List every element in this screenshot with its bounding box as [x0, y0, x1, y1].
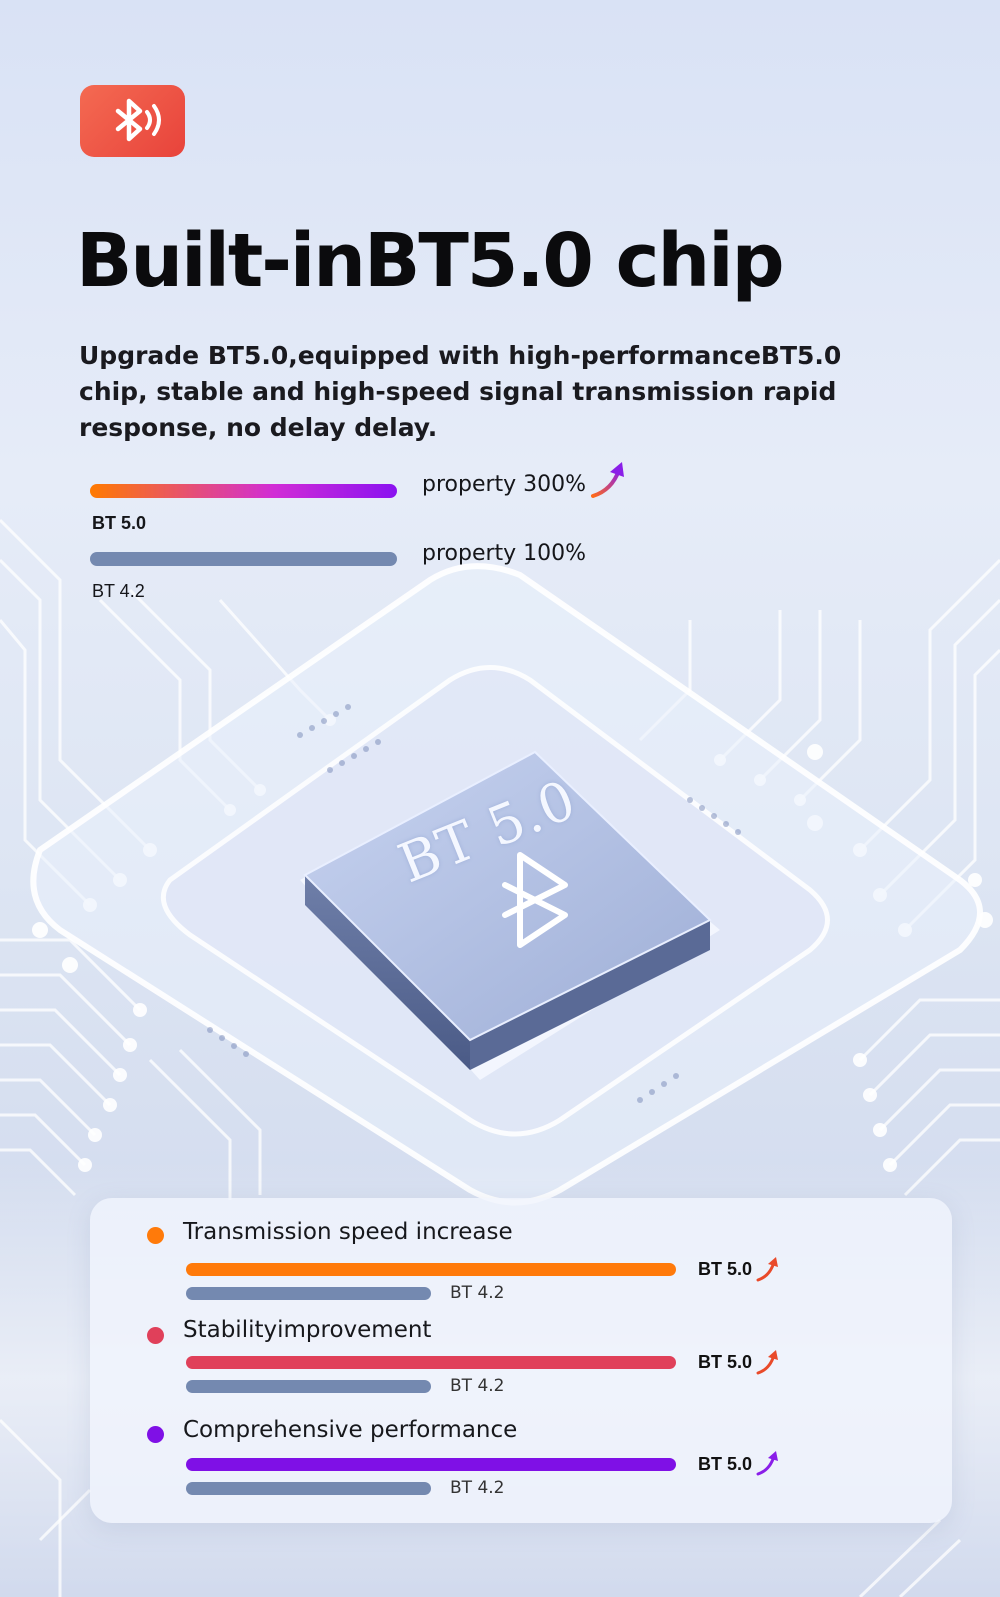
- trend-up-arrow-icon: [591, 462, 624, 498]
- feature-dot: [147, 1327, 164, 1344]
- feature-bt42-label: BT 4.2: [450, 1478, 505, 1498]
- bluetooth-signal-icon: [115, 98, 161, 142]
- feature-bt42-bar: [186, 1482, 431, 1495]
- bt50-label: BT 5.0: [92, 513, 147, 533]
- feature-title: Transmission speed increase: [183, 1219, 513, 1245]
- bt42-property-text: property 100%: [422, 541, 587, 566]
- feature-bt50-bar: [186, 1263, 676, 1276]
- trend-up-arrow-icon: [756, 1350, 778, 1375]
- page-title: Built-inBT5.0 chip: [76, 218, 785, 304]
- bluetooth-badge: [80, 85, 185, 157]
- feature-dot: [147, 1426, 164, 1443]
- bt42-label: BT 4.2: [92, 581, 145, 601]
- feature-bt42-bar: [186, 1287, 431, 1300]
- feature-bt50-label: BT 5.0: [698, 1352, 753, 1372]
- feature-title: Comprehensive performance: [183, 1417, 518, 1443]
- trend-up-arrow-icon: [756, 1451, 778, 1476]
- bt42-property-bar: [90, 552, 397, 566]
- feature-bt42-label: BT 4.2: [450, 1283, 505, 1303]
- chip-bluetooth-icon: [502, 852, 568, 948]
- feature-bt42-label: BT 4.2: [450, 1376, 505, 1396]
- bt50-property-bar: [90, 484, 397, 498]
- feature-bt42-bar: [186, 1380, 431, 1393]
- feature-dot: [147, 1227, 164, 1244]
- bt50-property-text: property 300%: [422, 472, 587, 497]
- feature-bt50-bar: [186, 1458, 676, 1471]
- feature-bt50-bar: [186, 1356, 676, 1369]
- feature-title: Stabilityimprovement: [183, 1317, 432, 1343]
- feature-bt50-label: BT 5.0: [698, 1259, 753, 1279]
- page-subtitle: Upgrade BT5.0,equipped with high-perform…: [79, 341, 842, 442]
- trend-up-arrow-icon: [756, 1257, 778, 1282]
- feature-bt50-label: BT 5.0: [698, 1454, 753, 1474]
